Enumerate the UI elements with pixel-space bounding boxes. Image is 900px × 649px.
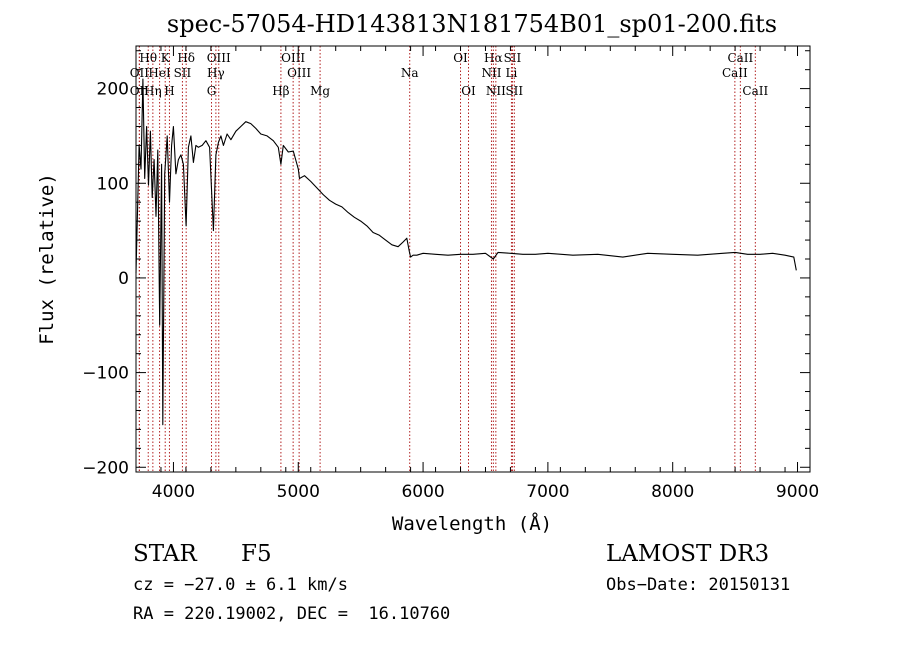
marker-label: Li	[506, 66, 518, 80]
marker-label: Hγ	[207, 66, 225, 80]
subclass: F5	[241, 541, 272, 567]
marker-label: Mg	[310, 84, 330, 98]
marker-label: CaII	[727, 51, 753, 65]
x-tick-label: 6000	[401, 482, 444, 502]
marker-label: OI	[453, 51, 468, 65]
marker-label: Hθ	[139, 51, 157, 65]
marker-label: OIII	[287, 66, 311, 80]
spectrum-series	[135, 78, 797, 426]
redshift-text: cz = −27.0 ± 6.1 km/s	[133, 575, 348, 595]
marker-label: CaII	[722, 66, 748, 80]
x-axis-label: Wavelength (Å)	[392, 512, 552, 535]
marker-label: SII	[505, 84, 523, 98]
plot-frame	[135, 45, 811, 473]
x-axis: 4000 5000 6000 7000 8000 9000	[135, 46, 819, 502]
marker-label: SII	[174, 66, 192, 80]
marker-label: HeI	[148, 66, 171, 80]
x-tick-label: 5000	[277, 482, 320, 502]
y-axis: −200 −100 0 100 200	[82, 50, 810, 478]
object-class: STAR	[133, 541, 197, 567]
marker-label: SII	[504, 51, 522, 65]
marker-label: H	[164, 84, 174, 98]
y-tick-label: 0	[118, 269, 129, 289]
marker-label: OII	[130, 84, 150, 98]
y-tick-label: −100	[82, 364, 129, 384]
x-tick-label: 9000	[776, 482, 819, 502]
y-tick-label: 100	[97, 174, 129, 194]
y-tick-label: 200	[97, 80, 129, 100]
coordinates: RA = 220.19002, DEC = 16.10760	[133, 604, 450, 624]
marker-label: K	[161, 51, 171, 65]
y-tick-label: −200	[82, 458, 129, 478]
marker-label: Hα	[484, 51, 503, 65]
marker-label: G	[207, 84, 217, 98]
marker-label: NII	[481, 66, 501, 80]
x-tick-label: 7000	[526, 482, 569, 502]
marker-label: OI	[461, 84, 476, 98]
marker-label: OII	[130, 66, 150, 80]
spectrum-line	[135, 78, 797, 426]
marker-label: Hη	[144, 84, 162, 98]
survey-name: LAMOST DR3	[606, 541, 769, 567]
obs-date: Obs−Date: 20150131	[606, 575, 790, 595]
marker-label: Na	[401, 66, 419, 80]
marker-label: CaII	[742, 84, 768, 98]
marker-label: OIII	[207, 51, 231, 65]
x-tick-label: 4000	[152, 482, 195, 502]
chart-title: spec-57054-HD143813N181754B01_sp01-200.f…	[167, 10, 777, 38]
marker-label: Hδ	[177, 51, 195, 65]
marker-label: Hβ	[272, 84, 289, 98]
y-axis-label: Flux (relative)	[36, 173, 58, 345]
marker-label: NII	[486, 84, 506, 98]
x-tick-label: 8000	[651, 482, 694, 502]
marker-label: OIII	[281, 51, 305, 65]
